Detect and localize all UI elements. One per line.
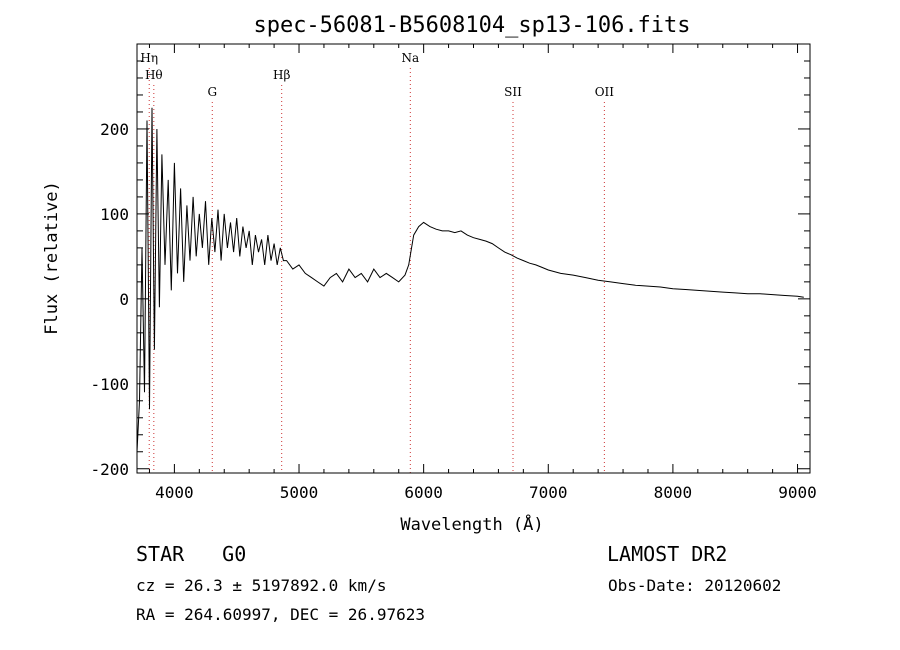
subclass-label: G0 xyxy=(222,542,247,566)
line-label-5: SII xyxy=(504,85,522,99)
line-label-0: Hη xyxy=(140,51,158,65)
class-label: STAR xyxy=(136,542,185,566)
chart-title: spec-56081-B5608104_sp13-106.fits xyxy=(253,13,690,38)
spectrum-line xyxy=(136,107,804,452)
line-label-1: Hθ xyxy=(145,68,163,82)
x-tick-label-1: 5000 xyxy=(280,483,319,502)
y-axis-label: Flux (relative) xyxy=(42,181,62,335)
y-tick-label-0: -200 xyxy=(90,460,129,479)
line-marker-layer: Hη Hθ G Hβ Na SII OII xyxy=(140,51,614,473)
y-tick-label-3: 100 xyxy=(100,205,129,224)
x-tick-label-2: 6000 xyxy=(404,483,443,502)
line-label-6: OII xyxy=(595,85,615,99)
x-tick-label-0: 4000 xyxy=(155,483,194,502)
y-tick-label-4: 200 xyxy=(100,120,129,139)
obs-date-label: Obs-Date: 20120602 xyxy=(608,576,782,595)
x-axis-label: Wavelength (Å) xyxy=(400,513,543,535)
coordinates-label: RA = 264.60997, DEC = 26.97623 xyxy=(136,605,425,624)
line-label-2: G xyxy=(207,85,217,99)
survey-label: LAMOST DR2 xyxy=(607,542,728,566)
x-tick-label-3: 7000 xyxy=(529,483,568,502)
y-tick-label-2: 0 xyxy=(119,290,129,309)
redshift-label: cz = 26.3 ± 5197892.0 km/s xyxy=(136,576,387,595)
line-label-4: Na xyxy=(401,51,419,65)
object-class: STAR G0 xyxy=(136,542,246,566)
x-tick-label-4: 8000 xyxy=(654,483,693,502)
axis-ticks: 4000 5000 6000 7000 8000 9000 -200 -100 0 100 200 xyxy=(90,44,817,502)
plot-frame xyxy=(136,43,811,474)
y-tick-label-1: -100 xyxy=(90,375,129,394)
line-label-3: Hβ xyxy=(273,68,290,82)
x-tick-label-5: 9000 xyxy=(778,483,817,502)
